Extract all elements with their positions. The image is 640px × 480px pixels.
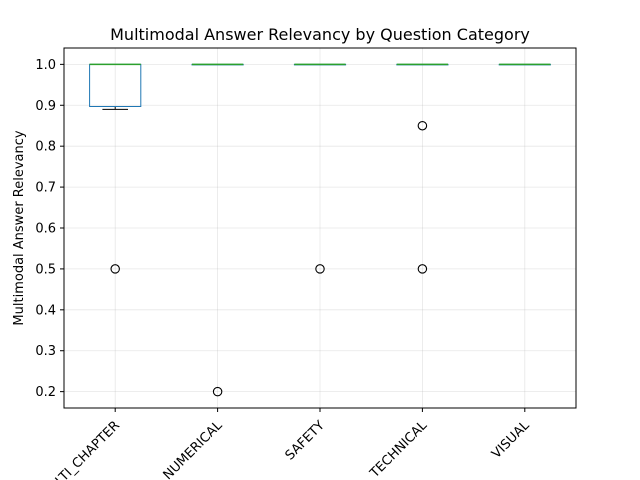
x-tick-label: VISUAL <box>489 418 533 462</box>
y-axis-label: Multimodal Answer Relevancy <box>12 130 27 325</box>
outlier-point <box>315 264 325 274</box>
x-tick-label: SAFETY <box>283 418 328 463</box>
x-tick-label: MULTI_CHAPTER <box>38 418 123 480</box>
y-tick-label: 0.4 <box>35 303 56 318</box>
y-tick-label: 0.2 <box>35 385 56 400</box>
y-tick-label: 0.3 <box>35 344 56 359</box>
x-axis-ticks: MULTI_CHAPTER NUMERICAL SAFETY TECHNICAL VIS… <box>38 408 533 480</box>
y-tick-label: 0.9 <box>35 99 56 114</box>
y-tick-label: 0.6 <box>35 222 56 237</box>
outlier-point <box>417 120 428 131</box>
box-visual <box>498 63 551 66</box>
outlier-point <box>212 386 223 397</box>
y-tick-label: 1.0 <box>35 58 56 73</box>
y-axis-ticks: 0.2 0.3 0.4 0.5 0.6 0.7 0.8 0.9 1.0 <box>35 58 64 400</box>
box-numerical <box>191 63 244 397</box>
outlier-point <box>417 264 428 274</box>
y-tick-label: 0.7 <box>35 181 56 196</box>
box-technical <box>396 63 449 274</box>
box-multi_chapter <box>89 63 142 274</box>
grid <box>64 48 576 408</box>
x-tick-label: TECHNICAL <box>367 418 431 480</box>
y-tick-label: 0.5 <box>35 262 56 277</box>
x-tick-label: NUMERICAL <box>161 418 226 480</box>
boxes <box>89 63 551 397</box>
y-tick-label: 0.8 <box>35 140 56 155</box>
box-safety <box>293 63 347 274</box>
chart-title: Multimodal Answer Relevancy by Question … <box>110 25 530 44</box>
outlier-point <box>110 264 120 274</box>
plot-frame <box>63 47 577 409</box>
